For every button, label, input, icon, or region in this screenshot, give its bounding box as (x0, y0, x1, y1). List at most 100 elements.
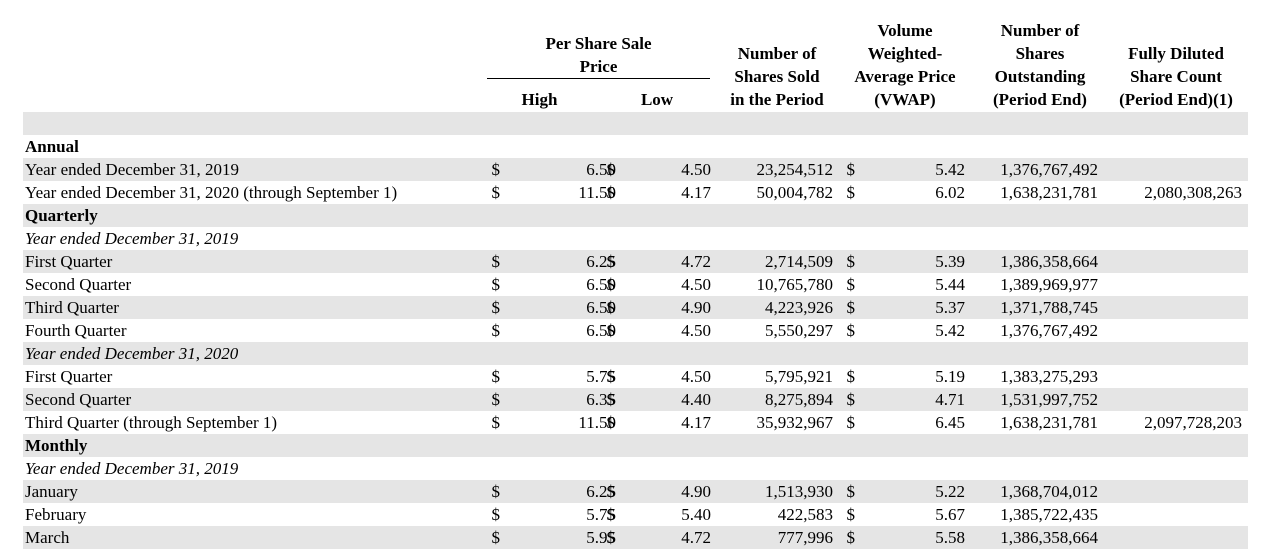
dollar-sign: $ (491, 252, 501, 271)
dollar-sign: $ (606, 252, 616, 271)
high-price: 6.50 (586, 275, 616, 294)
shares-outstanding: 1,386,358,664 (1000, 252, 1098, 271)
shares-outstanding: 1,386,358,664 (1000, 528, 1098, 547)
shares-sold: 422,583 (777, 505, 833, 524)
high-price: 6.50 (586, 160, 616, 179)
table-row: March $5.95 $4.72 777,996 $5.58 1,386,358,664 (23, 526, 1248, 549)
vwap-value: 6.45 (935, 413, 965, 432)
shares-sold: 50,004,782 (756, 183, 834, 202)
subsection-row: Year ended December 31, 2020 (23, 342, 1248, 365)
diluted-count: 2,080,308,263 (1144, 183, 1242, 202)
table-row: Second Quarter $6.50 $4.50 10,765,780 $5.44 1… (23, 273, 1248, 296)
low-price: 4.17 (681, 413, 711, 432)
section-label: Annual (25, 137, 79, 156)
dollar-sign: $ (606, 505, 616, 524)
dollar-sign: $ (846, 390, 856, 409)
subsection-label: Year ended December 31, 2019 (25, 459, 239, 478)
high-price: 6.25 (586, 482, 616, 501)
vwap-value: 5.44 (935, 275, 965, 294)
vwap-value: 5.42 (935, 160, 965, 179)
dollar-sign: $ (606, 367, 616, 386)
header-shares-sold: Number of Shares Sold in the Period (730, 44, 824, 109)
shares-sold: 1,513,930 (765, 482, 833, 501)
spacer-row (23, 112, 1248, 135)
dollar-sign: $ (606, 321, 616, 340)
vwap-value: 4.71 (935, 390, 965, 409)
dollar-sign: $ (606, 275, 616, 294)
low-price: 4.50 (681, 321, 711, 340)
header-diluted: Fully Diluted Share Count (Period End)(1… (1119, 44, 1233, 109)
dollar-sign: $ (846, 160, 856, 179)
high-price: 11.50 (578, 183, 616, 202)
row-label: Fourth Quarter (25, 321, 127, 340)
table-row: Third Quarter (through September 1) $11.5… (23, 411, 1248, 434)
dollar-sign: $ (491, 298, 501, 317)
table-row: Fourth Quarter $6.50 $4.50 5,550,297 $5.42 1,… (23, 319, 1248, 342)
dollar-sign: $ (491, 183, 501, 202)
shares-outstanding: 1,638,231,781 (1000, 413, 1098, 432)
diluted-count (1108, 365, 1242, 388)
shares-sold: 10,765,780 (756, 275, 834, 294)
dollar-sign: $ (606, 528, 616, 547)
shares-outstanding: 1,638,231,781 (1000, 183, 1098, 202)
header-low: Low (640, 90, 674, 109)
low-price: 4.72 (681, 528, 711, 547)
high-price: 6.35 (586, 390, 616, 409)
subsection-label: Year ended December 31, 2019 (25, 229, 239, 248)
vwap-value: 5.67 (935, 505, 965, 524)
diluted-count (1108, 250, 1242, 273)
section-label: Quarterly (25, 206, 98, 225)
dollar-sign: $ (846, 321, 856, 340)
row-label: Second Quarter (25, 390, 132, 409)
vwap-value: 5.22 (935, 482, 965, 501)
header-per-share-line2: Price (579, 57, 618, 76)
shares-outstanding: 1,531,997,752 (1000, 390, 1098, 409)
row-label: March (25, 528, 70, 547)
dollar-sign: $ (846, 482, 856, 501)
shares-outstanding: 1,376,767,492 (1000, 160, 1098, 179)
header-vwap: Volume Weighted- Average Price (VWAP) (854, 21, 956, 109)
dollar-sign: $ (491, 390, 501, 409)
row-label: Third Quarter (through September 1) (25, 413, 278, 432)
diluted-count (1108, 273, 1242, 296)
diluted-count (1108, 503, 1242, 526)
row-label: Second Quarter (25, 275, 132, 294)
diluted-count (1108, 296, 1242, 319)
low-price: 4.50 (681, 367, 711, 386)
vwap-value: 6.02 (935, 183, 965, 202)
shares-outstanding: 1,385,722,435 (1000, 505, 1098, 524)
row-label: Year ended December 31, 2020 (through Se… (25, 183, 398, 202)
low-price: 4.90 (681, 298, 711, 317)
header-outstanding: Number of Shares Outstanding (Period End… (993, 21, 1087, 109)
dollar-sign: $ (491, 321, 501, 340)
high-price: 5.75 (586, 505, 616, 524)
shares-sold: 2,714,509 (765, 252, 833, 271)
table-row: Second Quarter $6.35 $4.40 8,275,894 $4.71 1,… (23, 388, 1248, 411)
table-row: February $5.75 $5.40 422,583 $5.67 1,385,722,… (23, 503, 1248, 526)
dollar-sign: $ (491, 367, 501, 386)
diluted-count (1108, 388, 1242, 411)
shares-outstanding: 1,389,969,977 (1000, 275, 1098, 294)
dollar-sign: $ (846, 505, 856, 524)
diluted-count (1108, 158, 1242, 181)
table-row: January $6.25 $4.90 1,513,930 $5.22 1,368,704… (23, 480, 1248, 503)
shares-outstanding: 1,376,767,492 (1000, 321, 1098, 340)
low-price: 4.90 (681, 482, 711, 501)
header-per-share-line1: Per Share Sale (545, 34, 652, 53)
high-price: 5.95 (586, 528, 616, 547)
high-price: 6.50 (586, 298, 616, 317)
subsection-row: Year ended December 31, 2019 (23, 457, 1248, 480)
dollar-sign: $ (606, 482, 616, 501)
vwap-value: 5.37 (935, 298, 965, 317)
dollar-sign: $ (491, 413, 501, 432)
diluted-count: 2,097,728,203 (1144, 413, 1242, 432)
dollar-sign: $ (491, 505, 501, 524)
shares-outstanding: 1,368,704,012 (1000, 482, 1098, 501)
low-price: 4.72 (681, 252, 711, 271)
subsection-label: Year ended December 31, 2020 (25, 344, 239, 363)
section-label: Monthly (25, 436, 88, 455)
section-row: Annual (23, 135, 1248, 158)
dollar-sign: $ (846, 183, 856, 202)
high-price: 6.25 (586, 252, 616, 271)
row-label: February (25, 505, 87, 524)
